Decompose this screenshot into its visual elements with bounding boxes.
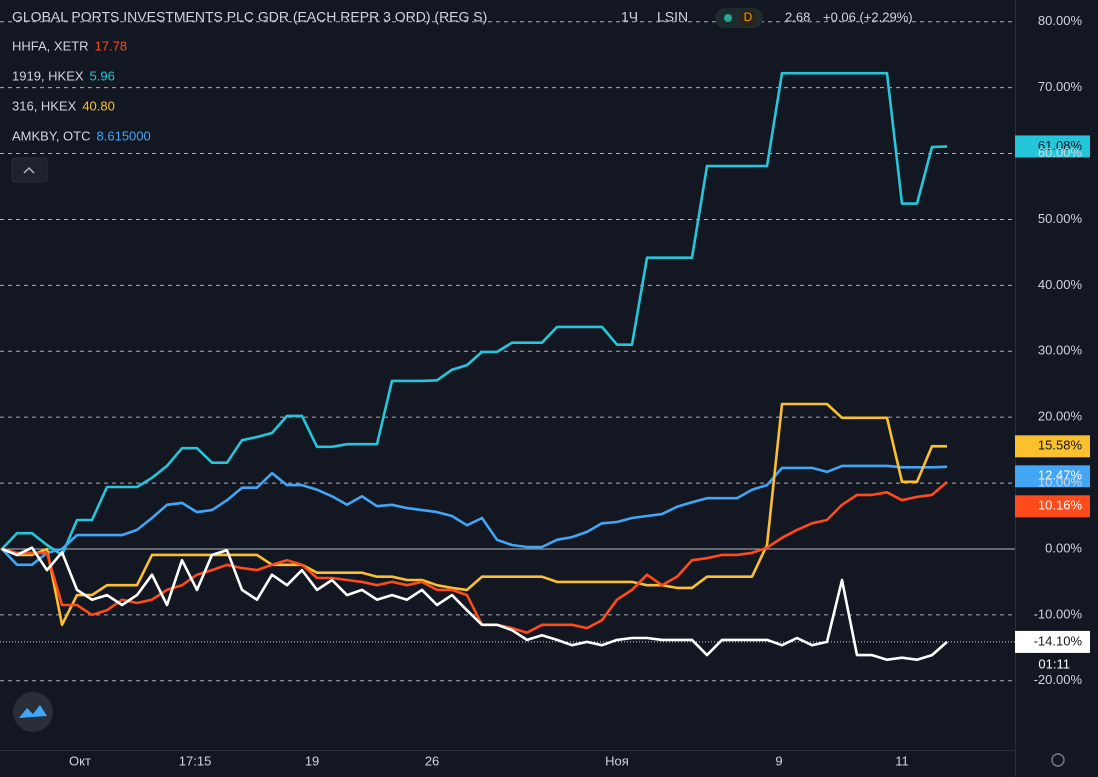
last-value-tag bbox=[1015, 435, 1090, 458]
status-dot bbox=[724, 14, 732, 22]
y-tick-label: -20.00% bbox=[1034, 672, 1083, 687]
change: +0.06 (+2.29%) bbox=[823, 9, 913, 24]
y-tick-label: 0.00% bbox=[1045, 540, 1082, 555]
series-line bbox=[1, 464, 948, 567]
series-line bbox=[1, 71, 948, 557]
plot bbox=[1, 71, 948, 661]
chart-title: GLOBAL PORTS INVESTMENTS PLC GDR (EACH R… bbox=[12, 9, 487, 25]
y-tick-label: 30.00% bbox=[1038, 343, 1083, 358]
x-tick-label: 11 bbox=[895, 753, 909, 768]
y-tick-label: 60.00% bbox=[1038, 145, 1083, 160]
legend-price: 8.615000 bbox=[97, 128, 151, 143]
x-tick-label: 9 bbox=[775, 753, 782, 768]
y-tick-label: 50.00% bbox=[1038, 211, 1083, 226]
last-value-tag bbox=[1015, 495, 1090, 518]
last-value-tag bbox=[1015, 465, 1090, 488]
y-tick-label: 20.00% bbox=[1038, 409, 1083, 424]
last-value-label: 61.08% bbox=[1038, 138, 1083, 153]
y-tick-label: 40.00% bbox=[1038, 277, 1083, 292]
x-tick-label: Ноя bbox=[605, 753, 629, 768]
x-tick-label: 26 bbox=[425, 753, 439, 768]
grid bbox=[0, 21, 1015, 682]
x-tick-label: 19 bbox=[305, 753, 319, 768]
series-line bbox=[1, 402, 948, 627]
logo[interactable] bbox=[13, 692, 53, 732]
collapse-button[interactable] bbox=[11, 157, 48, 183]
x-tick-label: Окт bbox=[69, 753, 91, 768]
last-value-tag bbox=[1015, 630, 1090, 653]
logo-mark bbox=[19, 705, 47, 718]
header: GLOBAL PORTS INVESTMENTS PLC GDR (EACH R… bbox=[11, 8, 913, 183]
y-tick-label: -10.00% bbox=[1034, 606, 1083, 621]
legend-price: 17.78 bbox=[95, 38, 128, 53]
legend-name: 316, HKEX bbox=[12, 98, 77, 113]
last-value-label: 10.16% bbox=[1038, 498, 1083, 513]
legend-name: 1919, HKEX bbox=[12, 68, 84, 83]
y-tick-label: 10.00% bbox=[1038, 475, 1083, 490]
badge-bg bbox=[740, 10, 756, 26]
exchange: LSIN bbox=[657, 9, 688, 25]
countdown-tag bbox=[1035, 654, 1077, 675]
last-value-label: -14.10% bbox=[1034, 633, 1083, 648]
x-tick-label: 17:15 bbox=[179, 753, 212, 768]
last-value-label: 12.47% bbox=[1038, 468, 1083, 483]
legend: HHFA, XETR 17.78 1919, HKEX 5.96 316, HKEX 40… bbox=[12, 38, 151, 143]
legend-name: HHFA, XETR bbox=[12, 38, 89, 53]
badge: D bbox=[744, 10, 753, 24]
series-line bbox=[1, 481, 948, 634]
countdown: 01:11 bbox=[1038, 656, 1070, 671]
collapse-icon bbox=[23, 166, 35, 174]
last-value-tags: 61.08% 12.47% 15.58% 10.16% -14.10% 01:11 bbox=[0, 135, 1090, 675]
settings-icon[interactable] bbox=[1051, 753, 1065, 767]
y-tick-label: 80.00% bbox=[1038, 13, 1083, 28]
last-value-tag bbox=[1015, 135, 1090, 158]
price: 2.68 bbox=[785, 9, 810, 24]
last-value-label: 15.58% bbox=[1038, 438, 1083, 453]
interval: 1Ч bbox=[621, 9, 638, 25]
legend-name: AMKBY, OTC bbox=[12, 128, 91, 143]
y-tick-label: 70.00% bbox=[1038, 79, 1083, 94]
legend-price: 40.80 bbox=[82, 98, 115, 113]
legend-price: 5.96 bbox=[90, 68, 115, 83]
